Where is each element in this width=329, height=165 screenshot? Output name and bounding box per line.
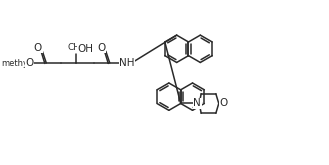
Text: O: O (34, 43, 42, 53)
Text: O: O (219, 99, 228, 109)
Text: methyl: methyl (1, 59, 30, 68)
Text: O: O (25, 58, 33, 68)
Text: O: O (97, 43, 106, 53)
Text: N: N (193, 99, 201, 109)
Text: OH: OH (78, 44, 94, 54)
Text: NH: NH (119, 58, 135, 68)
Text: CH₃: CH₃ (68, 43, 84, 52)
